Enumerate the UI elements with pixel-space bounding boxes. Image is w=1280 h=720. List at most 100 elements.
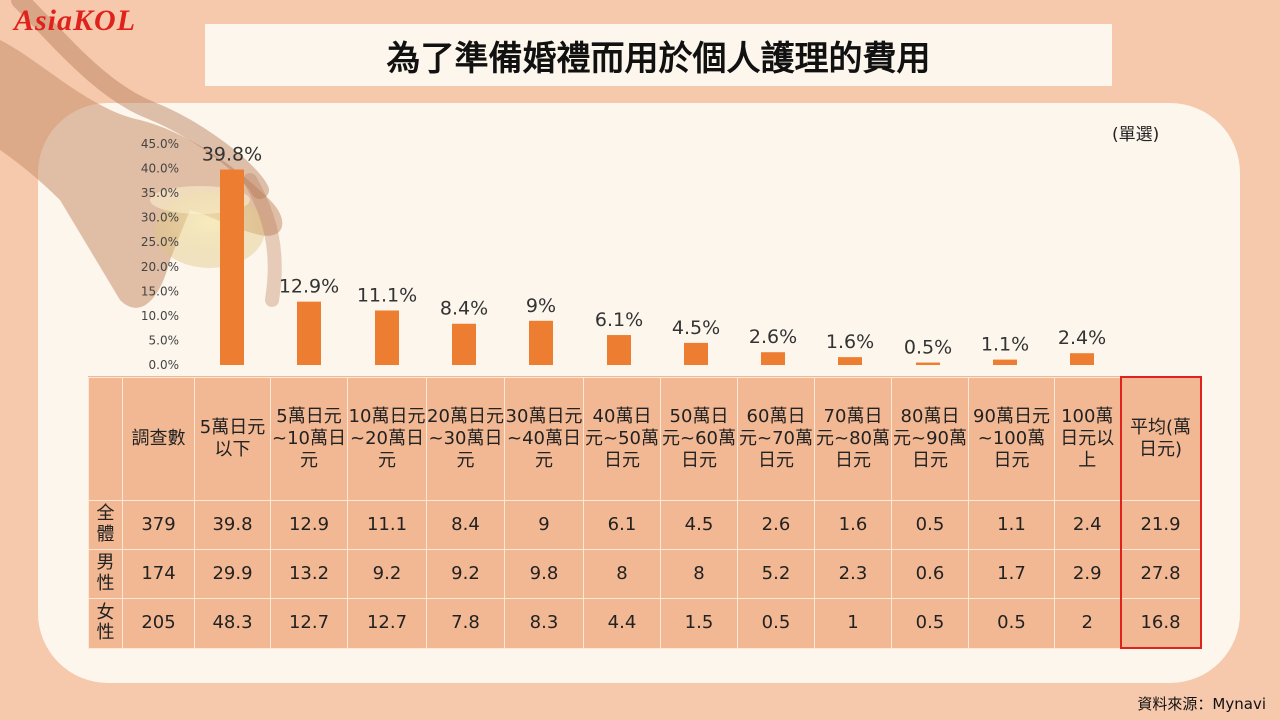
title-banner: 為了準備婚禮而用於個人護理的費用 [205,24,1112,86]
bar [916,362,940,365]
table-cell: 29.9 [194,549,271,599]
table-corner-cell [88,376,123,501]
table-cell: 9.2 [347,549,427,599]
bar-value-label: 4.5% [672,317,720,339]
table-cell: 1 [814,598,892,649]
y-tick-label: 5.0% [149,333,180,347]
table-cell: 0.6 [891,549,969,599]
y-tick-label: 0.0% [149,358,180,372]
bar [297,301,321,365]
table-header-cell: 5萬日元~10萬日元 [270,376,348,501]
table-cell: 8 [583,549,661,599]
y-tick-label: 25.0% [141,235,179,249]
y-tick-label: 20.0% [141,260,179,274]
bar [684,342,708,365]
table-cell: 205 [122,598,195,649]
table-row: 男性 174 29.9 13.2 9.2 9.2 9.8 8 8 5.2 2.3 0.6 1.7 2.9 2… [88,549,1202,599]
table-cell: 2.9 [1054,549,1121,599]
bar [993,359,1017,365]
table-cell: 8 [660,549,738,599]
y-tick-label: 45.0% [141,137,179,151]
table-cell: 6.1 [583,500,661,550]
data-table: 調查數 5萬日元以下 5萬日元~10萬日元 10萬日元~20萬日元 20萬日元~30萬日… [88,376,1202,649]
table-cell: 48.3 [194,598,271,649]
table-header-cell: 100萬日元以上 [1054,376,1121,501]
table-cell: 174 [122,549,195,599]
table-cell: 7.8 [426,598,505,649]
bar-value-label: 8.4% [440,298,488,320]
table-header-cell: 40萬日元~50萬日元 [583,376,661,501]
table-cell: 5.2 [737,549,815,599]
table-cell: 379 [122,500,195,550]
table-header-row: 調查數 5萬日元以下 5萬日元~10萬日元 10萬日元~20萬日元 20萬日元~30萬日… [88,376,1202,501]
table-cell: 9 [504,500,584,550]
bar-value-label: 9% [526,295,556,317]
table-header-cell: 50萬日元~60萬日元 [660,376,738,501]
table-cell: 1.7 [968,549,1055,599]
table-cell: 8.4 [426,500,505,550]
table-cell: 9.2 [426,549,505,599]
table-cell: 2.4 [1054,500,1121,550]
bar-value-label: 12.9% [279,276,339,298]
table-cell: 0.5 [891,598,969,649]
table-row-label: 男性 [88,549,123,599]
table-header-cell: 調查數 [122,376,195,501]
bar-value-label: 2.6% [749,326,797,348]
table-cell: 9.8 [504,549,584,599]
table-header-cell: 20萬日元~30萬日元 [426,376,505,501]
source-note: 資料來源：Mynavi [1137,695,1266,713]
bar [838,357,862,365]
table-cell: 2 [1054,598,1121,649]
y-tick-label: 30.0% [141,211,179,225]
table-cell: 12.7 [270,598,348,649]
page-title: 為了準備婚禮而用於個人護理的費用 [386,38,931,79]
table-header-cell: 5萬日元以下 [194,376,271,501]
asiakol-logo: AsiaKOL [14,4,137,37]
table-header-cell: 平均(萬日元) [1119,376,1202,501]
y-tick-label: 35.0% [141,186,179,200]
bar-value-label: 1.6% [826,331,874,353]
table-cell: 21.9 [1119,500,1202,550]
table-row: 全體 379 39.8 12.9 11.1 8.4 9 6.1 4.5 2.6 1.6 0.5 1.1 2… [88,500,1202,550]
table-cell: 4.5 [660,500,738,550]
table-cell: 2.3 [814,549,892,599]
bar-value-label: 0.5% [904,337,952,359]
table-header-cell: 60萬日元~70萬日元 [737,376,815,501]
table-cell: 0.5 [891,500,969,550]
table-cell: 0.5 [737,598,815,649]
bar-value-label: 6.1% [595,309,643,331]
table-header-cell: 80萬日元~90萬日元 [891,376,969,501]
table-cell: 1.5 [660,598,738,649]
table-header-cell: 30萬日元~40萬日元 [504,376,584,501]
bar [1070,353,1094,365]
bar [607,335,631,365]
table-row-label: 全體 [88,500,123,550]
bar-value-label: 11.1% [357,284,417,306]
table-row-label: 女性 [88,598,123,649]
table-cell: 16.8 [1119,598,1202,649]
table-cell: 0.5 [968,598,1055,649]
bar-value-label: 1.1% [981,334,1029,356]
y-tick-label: 10.0% [141,309,179,323]
table-header-cell: 70萬日元~80萬日元 [814,376,892,501]
table-cell: 8.3 [504,598,584,649]
y-tick-label: 40.0% [141,162,179,176]
table-cell: 1.6 [814,500,892,550]
bar [375,310,399,365]
table-cell: 4.4 [583,598,661,649]
bar [452,323,476,365]
bar [761,352,785,365]
table-cell: 11.1 [347,500,427,550]
table-cell: 27.8 [1119,549,1202,599]
bar-value-label: 2.4% [1058,327,1106,349]
bar [220,169,244,365]
table-cell: 39.8 [194,500,271,550]
table-header-cell: 10萬日元~20萬日元 [347,376,427,501]
table-cell: 12.9 [270,500,348,550]
table-cell: 1.1 [968,500,1055,550]
unit-note: (單選) [1112,125,1160,145]
table-row: 女性 205 48.3 12.7 12.7 7.8 8.3 4.4 1.5 0.5 1 0.5 0.5 2… [88,598,1202,649]
table-cell: 12.7 [347,598,427,649]
bar-value-label: 39.8% [202,144,262,166]
